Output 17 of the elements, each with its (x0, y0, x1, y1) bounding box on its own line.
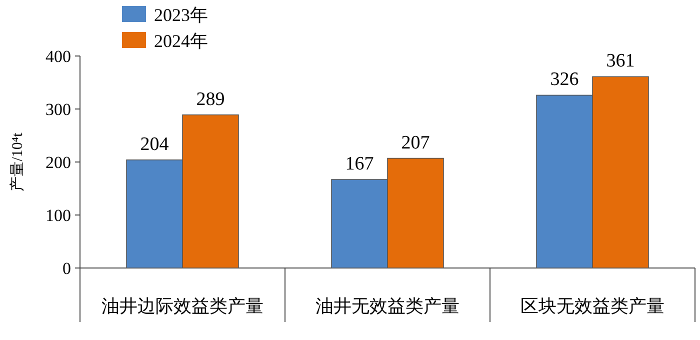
data-label: 326 (550, 69, 579, 90)
legend-label: 2024年 (154, 31, 208, 51)
y-tick-label: 400 (46, 47, 71, 66)
y-tick-label: 100 (46, 206, 71, 225)
x-tick-label: 油井边际效益类产量 (102, 296, 264, 316)
y-tick-label: 200 (46, 153, 71, 172)
y-tick-label: 0 (62, 259, 71, 278)
data-label: 167 (345, 153, 374, 174)
data-label: 361 (606, 50, 635, 72)
y-axis-title: 产量/10⁴t (9, 132, 26, 192)
legend-label: 2023年 (154, 5, 208, 25)
x-tick-label: 区块无效益类产量 (520, 296, 664, 316)
y-tick-label: 300 (46, 100, 71, 119)
data-label: 207 (401, 132, 430, 154)
data-label: 289 (196, 88, 225, 110)
x-tick-label: 油井无效益类产量 (316, 296, 460, 316)
data-label: 204 (140, 134, 170, 155)
